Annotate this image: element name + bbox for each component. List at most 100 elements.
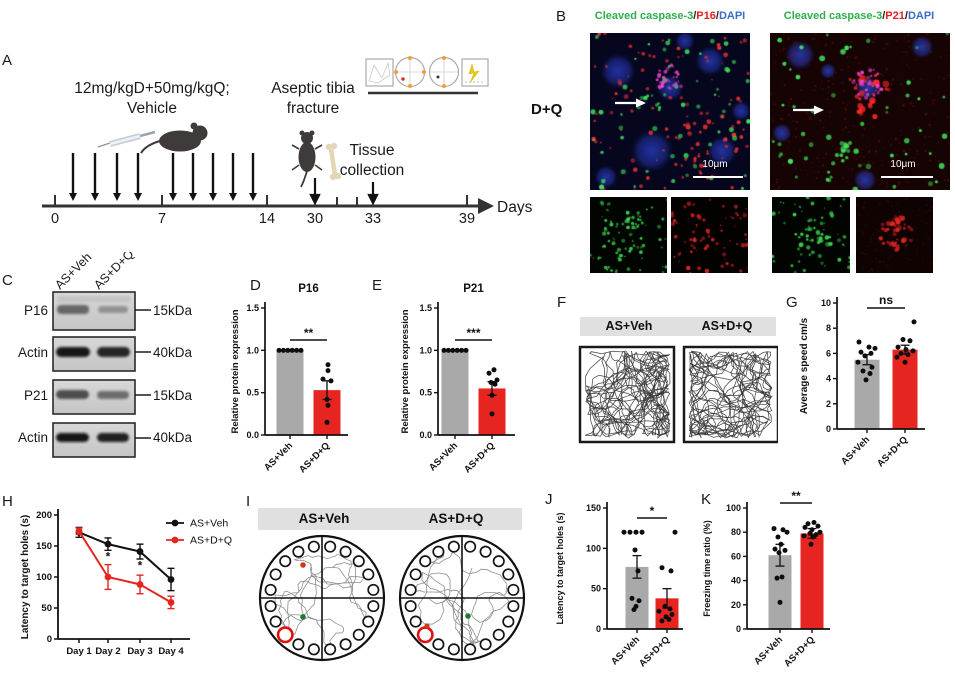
experiment-timeline-diagram: 12mg/kgD+50mg/kgQ; Vehicle Aseptic tibia… bbox=[42, 56, 533, 227]
svg-text:*: * bbox=[106, 549, 111, 563]
scale-bar-line bbox=[693, 176, 743, 178]
event-arrows bbox=[309, 178, 379, 206]
chart-latency-curve: 0 50 100 150 200 Latency to target holes (s) D… bbox=[16, 496, 251, 682]
svg-text:0.5: 0.5 bbox=[246, 388, 259, 398]
svg-text:20: 20 bbox=[731, 600, 741, 610]
svg-text:0: 0 bbox=[826, 424, 831, 434]
protein-label-p21: P21 bbox=[24, 388, 48, 403]
scale-bar-label: 10μm bbox=[890, 159, 916, 170]
injection-arrows bbox=[69, 153, 257, 201]
if-inset-p21 bbox=[856, 197, 933, 273]
svg-text:Day 1: Day 1 bbox=[66, 646, 92, 657]
svg-text:150: 150 bbox=[36, 541, 52, 552]
svg-text:0: 0 bbox=[736, 624, 741, 634]
svg-text:6: 6 bbox=[826, 348, 831, 358]
title-p21: P21 bbox=[885, 10, 905, 22]
bm-group-dq: AS+D+Q bbox=[428, 511, 484, 526]
barnes-maze-icon bbox=[394, 56, 426, 88]
tick-day-0: 0 bbox=[51, 211, 59, 227]
svg-text:P21: P21 bbox=[463, 283, 484, 295]
svg-text:AS+Veh: AS+Veh bbox=[262, 440, 295, 473]
bone-icon bbox=[325, 142, 342, 181]
svg-text:Relative protein expression: Relative protein expression bbox=[400, 309, 411, 433]
kda-label-15-1: 15kDa bbox=[153, 303, 193, 318]
svg-text:0.0: 0.0 bbox=[246, 430, 259, 440]
panel-g-label: G bbox=[786, 294, 798, 311]
svg-text:100: 100 bbox=[726, 503, 741, 513]
svg-text:0.0: 0.0 bbox=[419, 430, 432, 440]
chart-average-speed: 0 2 4 6 8 10 Average speed cm/s AS+Veh AS+D+Q ns bbox=[793, 288, 951, 488]
panel-e-label: E bbox=[372, 277, 383, 294]
tick-day-30: 30 bbox=[307, 211, 323, 227]
svg-text:1.0: 1.0 bbox=[419, 345, 432, 355]
panel-h-label: H bbox=[2, 493, 13, 510]
tick-day-33: 33 bbox=[365, 211, 381, 227]
barnes-maze-tracks bbox=[258, 534, 526, 662]
kda-label-15-2: 15kDa bbox=[153, 388, 193, 403]
title-dapi: DAPI bbox=[907, 10, 935, 22]
panel-f-label: F bbox=[557, 294, 567, 311]
kda-label-40-2: 40kDa bbox=[153, 430, 193, 445]
svg-text:AS+D+Q: AS+D+Q bbox=[875, 434, 910, 469]
panel-b-left-title: Cleaved caspase-3/P16/DAPI bbox=[594, 10, 746, 22]
panel-k-label: K bbox=[701, 491, 712, 508]
open-field-header: AS+Veh AS+D+Q bbox=[580, 317, 776, 336]
svg-text:10: 10 bbox=[821, 298, 831, 308]
chart-latency-bars: 0 50 100 150 Latency to target holes (s) AS+V… bbox=[553, 490, 705, 682]
if-inset-p16 bbox=[671, 197, 748, 273]
barnes-maze-header: AS+Veh AS+D+Q bbox=[258, 508, 522, 530]
svg-text:AS+D+Q: AS+D+Q bbox=[782, 634, 817, 669]
chart-G-svg: 0 2 4 6 8 10 Average speed cm/s AS+Veh AS+D+Q ns bbox=[799, 293, 925, 469]
svg-text:1.0: 1.0 bbox=[246, 345, 259, 355]
open-field-icon bbox=[365, 58, 394, 87]
kda-label-40-1: 40kDa bbox=[153, 345, 193, 360]
svg-text:Day 3: Day 3 bbox=[127, 646, 152, 657]
svg-text:AS+D+Q: AS+D+Q bbox=[637, 634, 672, 669]
tissue-label-line1: Tissue bbox=[349, 142, 394, 159]
pointer-arrow-icon bbox=[793, 105, 824, 115]
svg-text:100: 100 bbox=[586, 543, 601, 553]
if-inset-caspase3-left bbox=[590, 197, 667, 273]
svg-text:AS+D+Q: AS+D+Q bbox=[190, 535, 232, 547]
panel-i-label: I bbox=[246, 493, 251, 510]
svg-text:1.5: 1.5 bbox=[246, 303, 259, 313]
panel-d-label: D bbox=[250, 277, 261, 294]
svg-text:Day 4: Day 4 bbox=[158, 646, 184, 657]
svg-text:40: 40 bbox=[731, 576, 741, 586]
svg-text:0.5: 0.5 bbox=[419, 388, 432, 398]
title-dapi: DAPI bbox=[718, 10, 746, 22]
days-axis-label: Days bbox=[497, 199, 533, 216]
fear-chamber-icon bbox=[461, 58, 489, 87]
svg-text:AS+Veh: AS+Veh bbox=[752, 634, 785, 667]
bm-group-veh: AS+Veh bbox=[298, 511, 350, 526]
svg-text:**: ** bbox=[304, 326, 314, 340]
panel-a-label: A bbox=[2, 52, 13, 69]
svg-text:150: 150 bbox=[586, 503, 601, 513]
mouse-icon bbox=[140, 122, 208, 154]
timeline-arrowhead bbox=[478, 198, 494, 214]
svg-text:Freezing time ratio (%): Freezing time ratio (%) bbox=[702, 520, 712, 617]
western-blot-panel: AS+Veh AS+D+Q P16 Actin P21 Actin 15kDa … bbox=[18, 252, 193, 458]
chart-K-svg: 0 20 40 60 80 100 Freezing time ratio (%) AS+Ve… bbox=[702, 489, 830, 669]
protein-label-actin1: Actin bbox=[18, 345, 48, 360]
svg-text:**: ** bbox=[791, 490, 801, 503]
svg-text:AS+D+Q: AS+D+Q bbox=[297, 440, 332, 475]
svg-text:4: 4 bbox=[826, 374, 831, 384]
if-image-p16-merge: 10μm bbox=[590, 33, 750, 190]
lane-label-as-veh: AS+Veh bbox=[52, 252, 94, 292]
pointer-arrow-icon bbox=[615, 98, 646, 108]
svg-text:Day 2: Day 2 bbox=[95, 646, 120, 657]
svg-text:AS+Veh: AS+Veh bbox=[839, 434, 872, 467]
of-group-veh: AS+Veh bbox=[605, 319, 653, 333]
title-p16: P16 bbox=[696, 10, 716, 22]
title-cleaved-caspase3: Cleaved caspase-3 bbox=[594, 10, 694, 22]
lane-label-as-dq: AS+D+Q bbox=[91, 252, 136, 292]
scale-bar-label: 10μm bbox=[702, 159, 728, 170]
svg-text:Relative protein expression: Relative protein expression bbox=[230, 309, 241, 433]
open-field-tracks bbox=[578, 345, 778, 444]
syringe-icon bbox=[97, 130, 156, 148]
scale-bar-line bbox=[881, 176, 933, 178]
tissue-label-line2: collection bbox=[340, 162, 405, 179]
svg-text:*: * bbox=[650, 504, 655, 518]
